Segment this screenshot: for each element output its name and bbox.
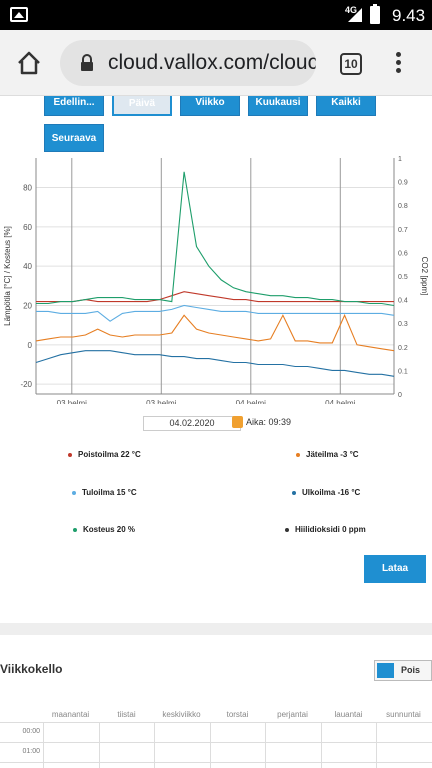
y-tick-label: 80	[23, 184, 32, 193]
day-header: torstai	[226, 710, 249, 719]
legend-hiilidioksidi: Hiilidioksidi 0 ppm	[285, 525, 366, 534]
status-bar: 4G 9.43	[0, 0, 432, 30]
grid-line	[154, 722, 155, 768]
battery-icon	[370, 4, 380, 24]
x-tick-label: 04 helmi	[236, 399, 266, 404]
y-tick-label: 40	[23, 262, 32, 271]
y2-tick-label: 0.4	[398, 298, 408, 305]
day-header: lauantai	[334, 710, 363, 719]
grid-line	[0, 742, 432, 743]
legend-tuloilma: Tuloilma 15 °C	[72, 488, 137, 497]
series-line-poistoilma	[36, 291, 394, 303]
chart-svg: 80 60 40 20 0 -20 1 0.9 0.8 0.7 0.6 0.5 0.4 0.3 0.2 0.1…	[3, 156, 429, 408]
y-tick-label: 60	[23, 223, 32, 232]
day-header: keskiviikko	[162, 710, 201, 719]
next-button[interactable]: Seuraava	[44, 124, 104, 152]
legend-dot	[68, 452, 72, 457]
tab-switcher-button[interactable]: 10	[340, 53, 362, 75]
browser-toolbar: cloud.vallox.com/clouc 10	[0, 30, 432, 96]
y2-tick-label: 0	[398, 392, 402, 399]
overflow-menu-icon[interactable]	[394, 52, 402, 76]
y-tick-label: -20	[20, 380, 32, 389]
y2-tick-label: 0.1	[398, 368, 408, 375]
weekly-schedule: maanantai tiistai keskiviikko torstai pe…	[0, 706, 432, 768]
y2-tick-label: 0.6	[398, 250, 408, 257]
legend-kosteus: Kosteus 20 %	[73, 525, 135, 534]
series-line-tuloilma	[36, 304, 395, 322]
hour-label: 01:00	[22, 748, 40, 755]
day-header: perjantai	[277, 710, 308, 719]
y-axis-title: Lämpötila [°C] / Kosteus [%]	[3, 226, 12, 326]
day-header: maanantai	[51, 710, 90, 719]
legend-dot	[285, 527, 289, 532]
home-icon[interactable]	[16, 50, 42, 76]
hour-label: 00:00	[22, 728, 40, 735]
y2-tick-label: 0.3	[398, 321, 408, 328]
month-button[interactable]: Kuukausi	[248, 96, 308, 116]
y2-tick-label: 0.2	[398, 345, 408, 352]
legend-ulkoilma: Ulkoilma -16 °C	[292, 488, 360, 497]
download-button[interactable]: Lataa	[364, 555, 426, 583]
day-header: sunnuntai	[386, 710, 421, 719]
y2-tick-label: 0.9	[398, 180, 408, 187]
grid-line	[99, 722, 100, 768]
time-label: Aika: 09:39	[246, 417, 292, 427]
x-tick-label: 03 helmi	[57, 399, 87, 404]
legend-dot	[72, 490, 76, 495]
y2-tick-label: 0.7	[398, 227, 408, 234]
page-content: Edellin... Päivä Viikko Kuukausi Kaikki …	[0, 96, 432, 768]
grid-line	[376, 722, 377, 768]
url-text: cloud.vallox.com/clouc	[108, 51, 316, 74]
week-button[interactable]: Viikko	[180, 96, 240, 116]
address-bar[interactable]: cloud.vallox.com/clouc	[60, 40, 316, 86]
history-chart: 80 60 40 20 0 -20 1 0.9 0.8 0.7 0.6 0.5 0.4 0.3 0.2 0.1…	[0, 154, 432, 408]
date-input[interactable]: 04.02.2020	[143, 416, 241, 431]
legend-poistoilma: Poistoilma 22 °C	[68, 450, 141, 459]
lock-icon	[81, 54, 93, 71]
clock-time: 9.43	[392, 6, 426, 25]
section-divider	[0, 623, 432, 635]
series-line-ulkoilma	[35, 350, 395, 377]
legend-dot	[296, 452, 300, 457]
grid-line	[0, 722, 432, 723]
grid-line	[265, 722, 266, 768]
signal-icon	[348, 8, 362, 22]
grid-line	[321, 722, 322, 768]
toggle-label: Pois	[401, 665, 421, 675]
x-tick-label: 03 helmi	[146, 399, 176, 404]
weekly-clock-toggle[interactable]: Pois	[374, 660, 432, 681]
y2-axis-title: CO2 [ppm]	[420, 257, 429, 296]
y2-tick-label: 0.8	[398, 203, 408, 210]
legend-dot	[292, 490, 296, 495]
weekly-clock-title: Viikkokello	[0, 662, 63, 676]
x-tick-label: 04 helmi	[325, 399, 355, 404]
legend-jateilma: Jäteilma -3 °C	[296, 450, 359, 459]
y-tick-label: 0	[28, 341, 33, 350]
series-line-jäteilma	[35, 313, 395, 352]
calendar-icon[interactable]	[232, 416, 243, 428]
grid-line	[210, 722, 211, 768]
previous-button[interactable]: Edellin...	[44, 96, 104, 116]
y2-tick-label: 1	[398, 156, 402, 163]
series-line-kosteus	[36, 171, 395, 307]
day-header: tiistai	[117, 710, 136, 719]
gallery-notification-icon	[10, 7, 28, 22]
grid-line	[0, 762, 432, 763]
all-button[interactable]: Kaikki	[316, 96, 376, 116]
day-button[interactable]: Päivä	[112, 96, 172, 116]
y2-tick-label: 0.5	[398, 274, 408, 281]
grid-line	[43, 722, 44, 768]
legend-dot	[73, 527, 77, 532]
toggle-knob	[377, 663, 394, 678]
y-tick-label: 20	[23, 302, 32, 311]
